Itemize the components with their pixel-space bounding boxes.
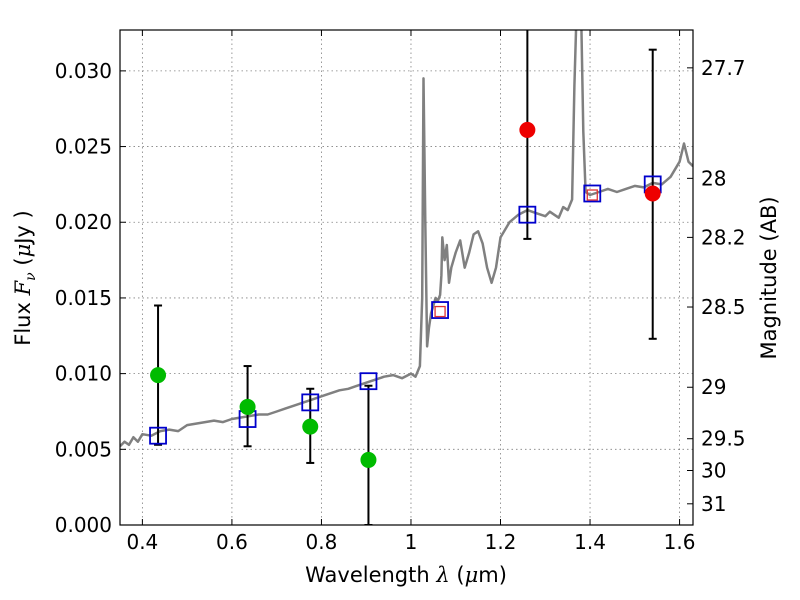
mag-tick-label: 28.2	[701, 225, 746, 249]
red-point	[644, 185, 661, 202]
x-tick-label: 1.6	[664, 530, 696, 554]
green-point	[239, 398, 256, 415]
red-point	[519, 121, 536, 138]
mag-tick-label: 29.5	[701, 427, 746, 451]
spectrum-line	[120, 30, 693, 448]
model-square	[301, 393, 320, 412]
x-tick-label: 0.4	[126, 530, 158, 554]
y-tick-label: 0.015	[55, 286, 112, 310]
y-tick-label: 0.010	[55, 362, 112, 386]
model-square	[431, 301, 449, 319]
x-tick-label: 1.2	[485, 530, 517, 554]
y-axis-label: Flux Fν (μJy )	[11, 210, 39, 345]
x-tick-label: 0.6	[216, 530, 248, 554]
y-tick-label: 0.005	[55, 437, 112, 461]
y-tick-label: 0.030	[55, 59, 112, 83]
green-point	[150, 367, 167, 384]
x-axis-label: Wavelength λ (μm)	[305, 563, 507, 587]
model-square	[518, 205, 537, 224]
y-tick-label: 0.020	[55, 210, 112, 234]
mag-tick-label: 31	[701, 492, 726, 516]
plot-frame	[119, 29, 694, 526]
model-square	[149, 426, 167, 445]
mag-tick-label: 28	[701, 166, 726, 190]
green-point	[302, 418, 319, 435]
grid-lines	[120, 30, 693, 525]
data-layer	[120, 30, 693, 525]
mag-tick-label: 27.7	[701, 56, 746, 80]
mag-tick-label: 30	[701, 459, 726, 483]
mag-tick-label: 29	[701, 375, 726, 399]
inner-square	[586, 189, 598, 201]
model-square	[583, 184, 602, 203]
x-tick-label: 1	[405, 530, 418, 554]
axis-ticks: 0.4 0.6 0.8 1 1.2 1.4 1.6 0.000 0.005 0.010 0.015 0…	[55, 30, 746, 554]
x-tick-label: 0.8	[306, 530, 338, 554]
y-tick-label: 0.000	[55, 513, 112, 537]
y-tick-label: 0.025	[55, 135, 112, 159]
y2-axis-label: Magnitude (AB)	[757, 196, 781, 359]
inner-square	[434, 305, 446, 318]
green-point	[360, 451, 377, 468]
model-square	[359, 372, 378, 391]
x-tick-label: 1.4	[574, 530, 606, 554]
mag-tick-label: 28.5	[701, 295, 746, 319]
